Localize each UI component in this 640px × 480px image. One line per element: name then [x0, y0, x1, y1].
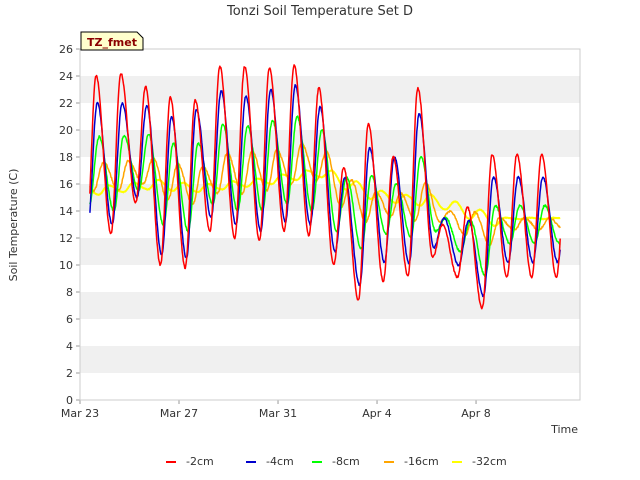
- legend-label: -16cm: [404, 455, 439, 468]
- x-tick-label: Mar 27: [160, 407, 198, 420]
- y-axis-label: Soil Temperature (C): [7, 169, 20, 282]
- badge-box: [80, 31, 144, 51]
- grid-band: [80, 292, 580, 319]
- y-tick-label: 8: [66, 286, 73, 299]
- legend-label: -4cm: [266, 455, 294, 468]
- y-tick-label: 24: [59, 70, 73, 83]
- x-axis-label: Time: [550, 423, 578, 436]
- legend: -2cm -4cm -8cm -16cm -32cm: [166, 455, 507, 468]
- badge: TZ_fmet: [80, 31, 144, 51]
- y-tick-label: 20: [59, 124, 73, 137]
- legend-label: -2cm: [186, 455, 214, 468]
- plot-frame: [79, 48, 581, 401]
- badge-label: TZ_fmet: [87, 36, 137, 49]
- y-tick-label: 22: [59, 97, 73, 110]
- series-lines: [89, 64, 561, 310]
- y-tick-label: 0: [66, 394, 73, 407]
- grid-band: [80, 130, 580, 157]
- y-tick-label: 16: [59, 178, 73, 191]
- grid-band: [80, 76, 580, 103]
- y-tick-label: 4: [66, 340, 73, 353]
- y-tick-label: 18: [59, 151, 73, 164]
- x-tick-label: Apr 8: [461, 407, 491, 420]
- legend-label: -32cm: [472, 455, 507, 468]
- series-line-neg2cm: [89, 64, 561, 310]
- legend-label: -8cm: [332, 455, 360, 468]
- grid-band: [80, 346, 580, 373]
- x-tick-label: Mar 31: [259, 407, 297, 420]
- y-tick-label: 12: [59, 232, 73, 245]
- x-tick-label: Mar 23: [61, 407, 99, 420]
- y-tick-label: 26: [59, 43, 73, 56]
- y-tick-label: 6: [66, 313, 73, 326]
- chart-title: Tonzi Soil Temperature Set D: [226, 4, 413, 19]
- y-tick-label: 2: [66, 367, 73, 380]
- x-tick-label: Apr 4: [362, 407, 392, 420]
- y-tick-label: 14: [59, 205, 73, 218]
- y-tick-label: 10: [59, 259, 73, 272]
